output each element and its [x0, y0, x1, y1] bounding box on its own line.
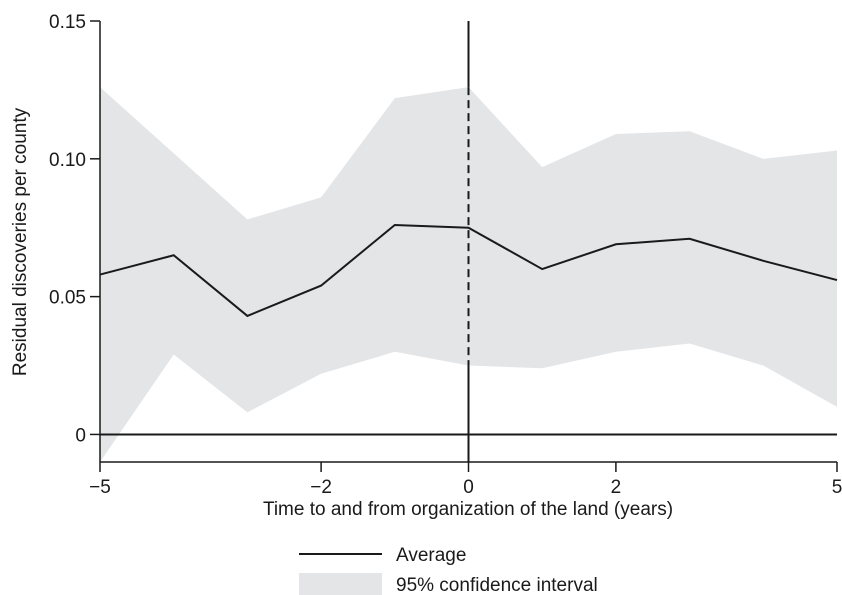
- legend-label-confidence-interval: 95% confidence interval: [396, 575, 598, 595]
- legend-label-average: Average: [396, 545, 466, 566]
- legend-band-swatch: [299, 573, 382, 595]
- y-tick-label: 0.05: [49, 288, 86, 309]
- average-series-line: [99, 223, 838, 318]
- x-tick-label: 0: [463, 477, 474, 498]
- x-tick-label: 2: [611, 477, 622, 498]
- x-tick-label: −5: [89, 477, 111, 498]
- y-axis-title: Residual discoveries per county: [10, 107, 31, 376]
- y-tick-label: 0.10: [49, 150, 86, 171]
- x-axis-title: Time to and from organization of the lan…: [263, 499, 673, 520]
- y-tick-label: 0: [75, 425, 86, 446]
- legend: Average 95% confidence interval: [299, 545, 598, 595]
- x-tick-label: −2: [310, 477, 332, 498]
- x-tick-label: 5: [832, 477, 842, 498]
- plot-area: 0 0.05 0.10 0.15 −5 −2 0 2 5: [49, 12, 842, 498]
- y-tick-label: 0.15: [49, 12, 86, 33]
